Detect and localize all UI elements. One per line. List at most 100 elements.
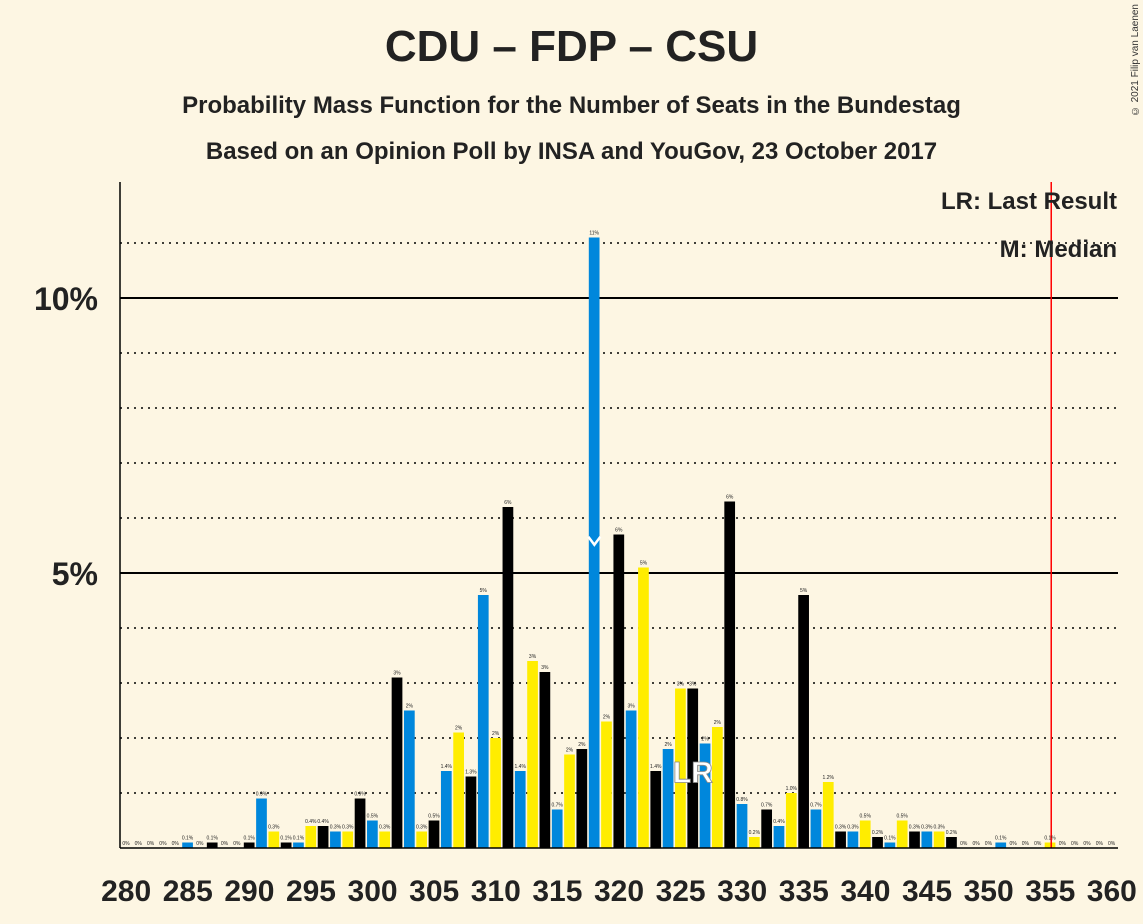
bar-299 xyxy=(354,798,366,848)
x-tick-355: 355 xyxy=(1025,875,1075,908)
y-tick-5: 5% xyxy=(52,556,98,592)
bar-label-290: 0.1% xyxy=(243,836,255,842)
bar-344 xyxy=(909,831,920,848)
bar-label-283: 0% xyxy=(159,841,167,847)
bar-label-291: 0.9% xyxy=(256,792,268,798)
bar-320 xyxy=(613,534,625,848)
bar-label-319: 2% xyxy=(603,715,611,721)
bar-label-335: 5% xyxy=(800,588,808,594)
axes xyxy=(119,182,1118,849)
legend-median: M: Median xyxy=(1000,236,1117,263)
bar-label-320: 6% xyxy=(615,528,623,534)
y-tick-labels: 5% 10% xyxy=(34,281,98,592)
bar-label-325: 3% xyxy=(677,682,685,688)
x-tick-305: 305 xyxy=(409,875,459,908)
bar-294 xyxy=(293,842,304,848)
bar-label-351: 0.1% xyxy=(995,836,1007,842)
bar-303 xyxy=(403,710,415,848)
bar-346 xyxy=(933,831,945,848)
bar-335 xyxy=(798,595,809,848)
last-result-marker: LR xyxy=(673,756,713,789)
bar-332 xyxy=(761,809,773,848)
bar-label-337: 1.2% xyxy=(823,775,835,781)
bar-316 xyxy=(564,754,575,848)
bar-label-336: 0.7% xyxy=(810,803,822,809)
bar-label-334: 1.0% xyxy=(786,786,798,792)
bar-319 xyxy=(601,721,612,848)
bar-label-350: 0% xyxy=(985,841,993,847)
bar-label-298: 0.3% xyxy=(342,825,354,831)
bar-297 xyxy=(330,831,341,848)
chart-title: CDU – FDP – CSU xyxy=(384,22,759,71)
bar-label-301: 0.3% xyxy=(379,825,391,831)
bar-337 xyxy=(822,782,834,848)
x-tick-345: 345 xyxy=(902,875,952,908)
bar-310 xyxy=(490,738,501,848)
bar-330 xyxy=(736,804,748,848)
bar-label-286: 0% xyxy=(196,841,204,847)
bar-313 xyxy=(527,661,538,848)
bar-label-342: 0.1% xyxy=(884,836,896,842)
bar-347 xyxy=(946,837,957,848)
bar-295 xyxy=(305,826,317,848)
bar-label-303: 2% xyxy=(406,704,414,710)
bar-291 xyxy=(256,798,267,848)
x-tick-315: 315 xyxy=(532,875,582,908)
bar-341 xyxy=(872,837,883,848)
bar-324 xyxy=(662,749,674,848)
bar-287 xyxy=(206,842,218,848)
x-tick-350: 350 xyxy=(964,875,1014,908)
bar-label-327: 2% xyxy=(701,737,709,743)
chart-subtitle: Probability Mass Function for the Number… xyxy=(182,92,961,119)
bar-label-324: 2% xyxy=(664,742,672,748)
bar-label-317: 2% xyxy=(578,742,586,748)
bar-345 xyxy=(921,831,933,848)
bar-label-281: 0% xyxy=(135,841,143,847)
bar-label-306: 1.4% xyxy=(441,764,453,770)
bar-label-348: 0% xyxy=(960,841,968,847)
bar-label-355: 0.1% xyxy=(1044,836,1056,842)
bar-308 xyxy=(465,776,477,848)
bar-label-341: 0.2% xyxy=(872,830,884,836)
bar-343 xyxy=(896,820,908,848)
bar-292 xyxy=(268,831,280,848)
bar-label-356: 0% xyxy=(1059,841,1067,847)
bar-label-331: 0.2% xyxy=(749,830,761,836)
x-tick-360: 360 xyxy=(1087,875,1137,908)
bar-label-326: 3% xyxy=(689,682,697,688)
bar-302 xyxy=(391,677,403,848)
bar-340 xyxy=(859,820,871,848)
bar-label-359: 0% xyxy=(1096,841,1104,847)
bar-311 xyxy=(502,507,514,848)
bar-306 xyxy=(440,771,452,848)
bar-label-344: 0.3% xyxy=(909,825,921,831)
bar-label-314: 3% xyxy=(541,665,549,671)
bar-label-280: 0% xyxy=(122,841,130,847)
x-tick-340: 340 xyxy=(840,875,890,908)
x-tick-330: 330 xyxy=(717,875,767,908)
bar-label-339: 0.3% xyxy=(847,825,859,831)
bar-336 xyxy=(810,809,822,848)
bar-label-321: 3% xyxy=(628,704,636,710)
bar-326 xyxy=(687,688,699,848)
bar-label-316: 2% xyxy=(566,748,574,754)
bar-315 xyxy=(551,809,563,848)
bar-label-357: 0% xyxy=(1071,841,1079,847)
x-tick-285: 285 xyxy=(163,875,213,908)
bar-317 xyxy=(576,749,588,848)
bar-label-343: 0.5% xyxy=(896,814,908,820)
bar-323 xyxy=(650,771,662,848)
bar-314 xyxy=(539,672,551,848)
bar-label-313: 3% xyxy=(529,654,537,660)
bar-label-311: 6% xyxy=(504,500,512,506)
bar-328 xyxy=(712,727,723,848)
bar-305 xyxy=(428,820,440,848)
bar-label-299: 0.9% xyxy=(354,792,366,798)
bar-label-297: 0.3% xyxy=(330,825,342,831)
bar-label-345: 0.3% xyxy=(921,825,933,831)
legend-last-result: LR: Last Result xyxy=(941,188,1117,215)
bar-304 xyxy=(416,831,428,848)
bar-331 xyxy=(748,837,760,848)
bar-325 xyxy=(675,688,686,848)
